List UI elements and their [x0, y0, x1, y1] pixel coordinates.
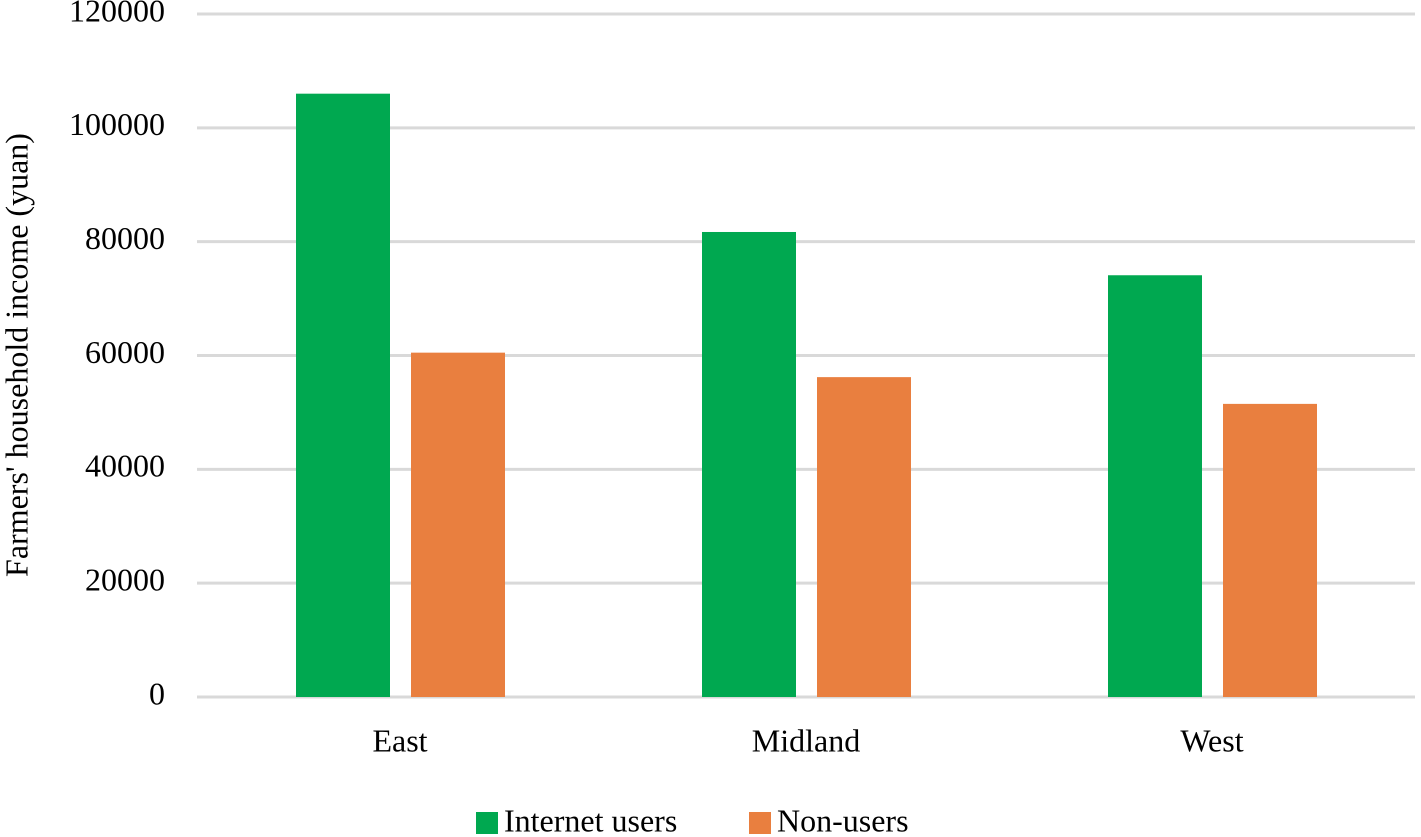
bar	[411, 352, 505, 697]
x-tick-label: East	[372, 722, 427, 758]
legend-swatch	[476, 812, 498, 834]
y-tick-label: 40000	[85, 448, 165, 484]
y-tick-label: 0	[149, 675, 165, 711]
bar	[1108, 275, 1202, 697]
y-tick-label: 80000	[85, 220, 165, 256]
legend-label: Non-users	[777, 802, 909, 837]
y-tick-label: 60000	[85, 334, 165, 370]
y-tick-label: 120000	[69, 0, 165, 28]
bar	[1223, 403, 1317, 697]
legend-swatch	[749, 812, 771, 834]
x-tick-label: Midland	[752, 722, 860, 758]
y-tick-label: 100000	[69, 106, 165, 142]
y-axis-title: Farmers' household income (yuan)	[0, 133, 34, 577]
bar	[296, 93, 390, 697]
legend-label: Internet users	[504, 802, 677, 837]
y-tick-label: 20000	[85, 562, 165, 598]
bar	[702, 231, 796, 697]
bar	[817, 377, 911, 697]
x-tick-label: West	[1180, 722, 1243, 758]
